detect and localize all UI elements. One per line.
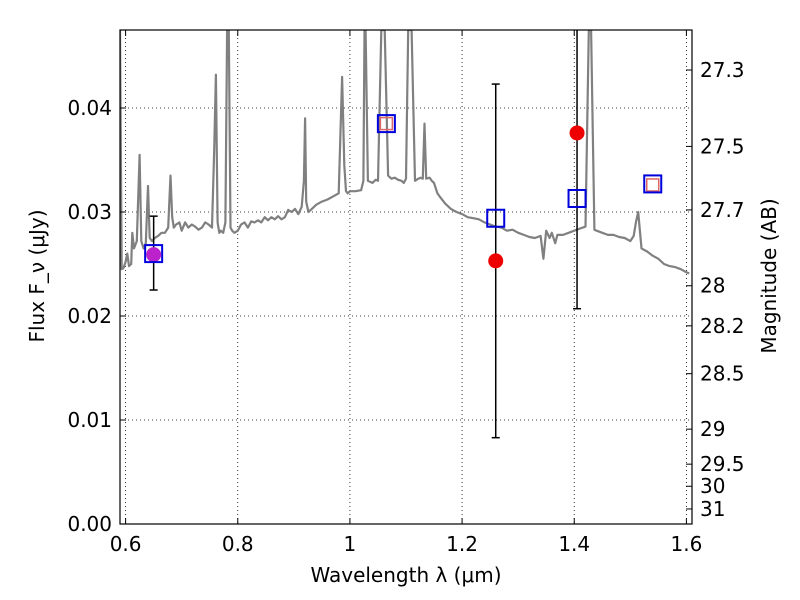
model-square-marker bbox=[144, 244, 164, 264]
overlap-point bbox=[146, 247, 162, 263]
y2-tick-label: 28.2 bbox=[700, 314, 745, 338]
model-square-marker bbox=[376, 114, 396, 134]
x-tick-label: 0.8 bbox=[222, 532, 254, 556]
y2-tick-label: 30 bbox=[700, 474, 725, 498]
data-points bbox=[144, 114, 663, 269]
y2-tick-label: 28.5 bbox=[700, 362, 745, 386]
x-tick-label: 1.6 bbox=[670, 532, 702, 556]
y-axis-label: Flux F_ν (μJy) bbox=[25, 209, 49, 342]
inner-square-marker bbox=[645, 178, 660, 192]
model-square-marker bbox=[486, 208, 506, 228]
model-square-marker bbox=[643, 174, 663, 194]
x-tick-label: 1 bbox=[344, 532, 357, 556]
y2-tick-label: 27.5 bbox=[700, 134, 745, 158]
y-tick-label: 0.00 bbox=[67, 512, 112, 536]
observed-point bbox=[569, 125, 585, 141]
spectrum-line bbox=[120, 30, 690, 275]
tick-labels: 0.6 0.8 1 1.2 1.4 1.6 0.00 0.01 0.02 0.03 0.04 27.3… bbox=[67, 58, 744, 556]
x-tick-label: 1.4 bbox=[558, 532, 590, 556]
y2-tick-label: 29 bbox=[700, 417, 725, 441]
y2-tick-label: 27.3 bbox=[700, 58, 745, 82]
observed-point bbox=[488, 253, 504, 269]
y-tick-label: 0.02 bbox=[67, 304, 112, 328]
y-tick-label: 0.03 bbox=[67, 200, 112, 224]
spectrum-series bbox=[120, 30, 690, 275]
y2-tick-label: 27.7 bbox=[700, 198, 745, 222]
inner-square-marker bbox=[379, 116, 394, 131]
error-bars bbox=[149, 30, 582, 439]
y-tick-label: 0.04 bbox=[67, 96, 112, 120]
axis-ticks bbox=[120, 30, 692, 525]
x-axis-label: Wavelength λ (μm) bbox=[310, 563, 501, 587]
y2-axis-label: Magnitude (AB) bbox=[757, 198, 781, 353]
y2-tick-label: 29.5 bbox=[700, 452, 745, 476]
model-square-marker bbox=[567, 188, 587, 208]
plot-frame bbox=[119, 29, 693, 525]
x-tick-label: 0.6 bbox=[110, 532, 142, 556]
grid-lines bbox=[120, 30, 692, 525]
y2-tick-label: 31 bbox=[700, 497, 725, 521]
y-tick-label: 0.01 bbox=[67, 408, 112, 432]
y2-tick-label: 28 bbox=[700, 274, 725, 298]
x-tick-label: 1.2 bbox=[446, 532, 478, 556]
